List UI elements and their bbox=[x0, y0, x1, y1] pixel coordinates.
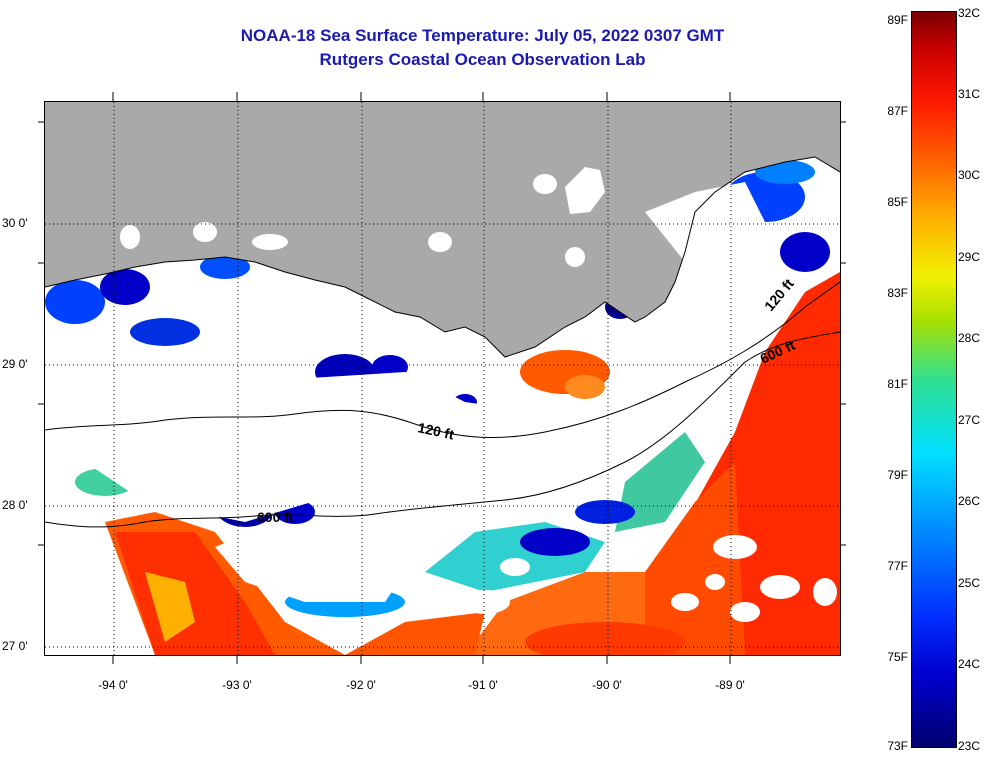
lon-label-90: -90 0' bbox=[592, 678, 622, 692]
colorbar-f-label: 83F bbox=[887, 286, 908, 300]
colorbar-f-label: 75F bbox=[887, 650, 908, 664]
colorbar-c-label: 24C bbox=[958, 657, 981, 671]
lat-label-27: 27 0' bbox=[2, 639, 28, 653]
map-title: NOAA-18 Sea Surface Temperature: July 05… bbox=[240, 26, 725, 45]
colorbar-f-label: 73F bbox=[887, 739, 908, 753]
colorbar-c-label: 27C bbox=[958, 413, 981, 427]
colorbar-f-label: 85F bbox=[887, 195, 908, 209]
colorbar-c-label: 26C bbox=[958, 494, 981, 508]
lon-label-93: -93 0' bbox=[222, 678, 252, 692]
colorbar-c-label: 29C bbox=[958, 250, 981, 264]
colorbar-f-label: 81F bbox=[887, 377, 908, 391]
contour-label-600ft-west: 600 ft bbox=[257, 509, 294, 525]
temperature-colorbar bbox=[911, 11, 957, 748]
lon-label-92: -92 0' bbox=[346, 678, 376, 692]
colorbar-f-label: 89F bbox=[887, 13, 908, 27]
colorbar-c-label: 28C bbox=[958, 331, 981, 345]
lon-label-89: -89 0' bbox=[715, 678, 745, 692]
lat-label-30: 30 0' bbox=[2, 216, 28, 230]
colorbar-c-label: 31C bbox=[958, 87, 981, 101]
colorbar-c-label: 25C bbox=[958, 576, 981, 590]
lon-label-94: -94 0' bbox=[98, 678, 128, 692]
colorbar-f-label: 87F bbox=[887, 104, 908, 118]
colorbar-f-label: 79F bbox=[887, 468, 908, 482]
sst-map: 120 ft 600 ft 120 ft 600 ft bbox=[44, 101, 841, 656]
contour-label-120ft-mid: 120 ft bbox=[416, 419, 455, 442]
sst-map-canvas: 120 ft 600 ft 120 ft 600 ft bbox=[45, 102, 840, 655]
colorbar-c-label: 23C bbox=[958, 739, 981, 753]
lon-label-91: -91 0' bbox=[468, 678, 498, 692]
colorbar-f-label: 77F bbox=[887, 559, 908, 573]
lat-label-29: 29 0' bbox=[2, 357, 28, 371]
colorbar-c-label: 30C bbox=[958, 168, 981, 182]
map-subtitle: Rutgers Coastal Ocean Observation Lab bbox=[319, 50, 646, 69]
lat-label-28: 28 0' bbox=[2, 498, 28, 512]
colorbar-c-label: 32C bbox=[958, 6, 981, 20]
